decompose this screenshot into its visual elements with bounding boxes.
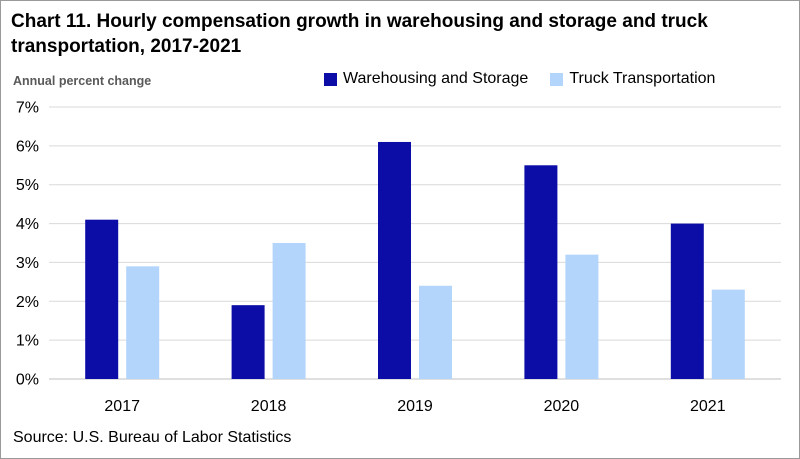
bar-truck bbox=[419, 285, 452, 379]
legend-item-warehousing: Warehousing and Storage bbox=[324, 70, 528, 88]
y-tick-label: 0% bbox=[16, 372, 39, 389]
y-tick-label: 1% bbox=[16, 333, 39, 350]
chart-title: Chart 11. Hourly compensation growth in … bbox=[11, 11, 708, 57]
legend-swatch-truck bbox=[550, 72, 564, 86]
bar-truck bbox=[126, 266, 160, 379]
bar-warehousing bbox=[670, 223, 704, 379]
bar-warehousing bbox=[524, 165, 558, 379]
y-axis-label: Annual percent change bbox=[13, 74, 152, 88]
x-tick-label: 2018 bbox=[251, 398, 287, 415]
x-tick-label: 2021 bbox=[690, 398, 726, 415]
x-tick-label: 2020 bbox=[544, 398, 580, 415]
legend-item-truck: Truck Transportation bbox=[550, 70, 715, 88]
y-tick-label: 6% bbox=[16, 138, 39, 155]
bar-truck bbox=[272, 243, 306, 379]
y-tick-label: 2% bbox=[16, 294, 39, 311]
source-note: Source: U.S. Bureau of Labor Statistics bbox=[13, 429, 292, 446]
x-tick-label: 2017 bbox=[104, 398, 140, 415]
bar-truck bbox=[565, 254, 599, 379]
legend-label-warehousing: Warehousing and Storage bbox=[343, 70, 529, 87]
y-tick-label: 5% bbox=[16, 177, 39, 194]
legend: Warehousing and Storage Truck Transporta… bbox=[324, 70, 737, 88]
bar-warehousing bbox=[231, 305, 265, 379]
bar-truck bbox=[711, 289, 745, 379]
legend-label-truck: Truck Transportation bbox=[569, 70, 716, 87]
y-tick-label: 4% bbox=[16, 216, 39, 233]
y-tick-label: 3% bbox=[16, 255, 39, 272]
legend-swatch-warehousing bbox=[324, 72, 337, 86]
bar-warehousing bbox=[85, 219, 119, 379]
y-tick-label: 7% bbox=[16, 100, 39, 117]
x-tick-label: 2019 bbox=[397, 398, 433, 415]
bar-warehousing bbox=[378, 141, 411, 379]
